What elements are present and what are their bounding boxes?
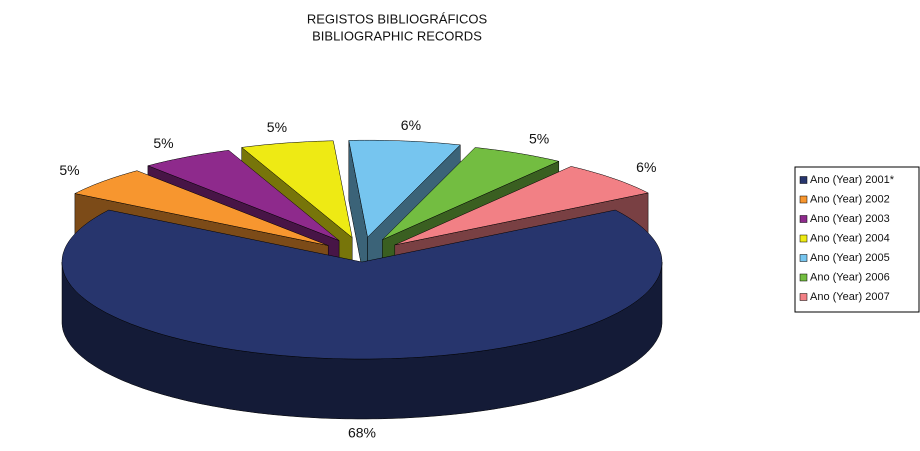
- slice-top: [147, 150, 340, 241]
- legend-label: Ano (Year) 2005: [810, 252, 890, 264]
- slice-top: [348, 139, 461, 238]
- data-label: 6%: [636, 159, 656, 175]
- legend-swatch: [799, 273, 808, 282]
- data-label: 5%: [267, 119, 287, 135]
- legend-swatch: [799, 254, 808, 262]
- legend-label: Ano (Year) 2007: [810, 291, 890, 303]
- data-label: 5%: [529, 131, 549, 147]
- chart-subtitle: BIBLIOGRAPHIC RECORDS: [312, 28, 482, 43]
- legend-swatch: [799, 234, 808, 243]
- data-label: 68%: [348, 425, 376, 441]
- legend-label: Ano (Year) 2002: [810, 193, 890, 205]
- slice-top: [382, 147, 560, 240]
- data-label: 5%: [59, 162, 79, 178]
- legend-swatch: [799, 215, 808, 223]
- slice-top: [394, 166, 649, 246]
- legend-label: Ano (Year) 2006: [810, 271, 890, 283]
- legend-label: Ano (Year) 2001*: [810, 174, 895, 186]
- slice-top: [74, 170, 329, 246]
- legend-swatch: [799, 195, 808, 204]
- legend-swatch: [799, 176, 808, 184]
- data-label: 5%: [153, 135, 173, 151]
- slice-top: [61, 209, 663, 360]
- legend-label: Ano (Year) 2004: [810, 232, 890, 244]
- legend-box: [794, 166, 920, 313]
- chart-title: REGISTOS BIBLIOGRÁFICOS: [307, 11, 488, 26]
- legend-swatch: [799, 293, 808, 301]
- data-label: 6%: [401, 117, 421, 133]
- pie-tops: [61, 139, 663, 360]
- legend-label: Ano (Year) 2003: [810, 213, 890, 225]
- slice-top: [241, 140, 353, 239]
